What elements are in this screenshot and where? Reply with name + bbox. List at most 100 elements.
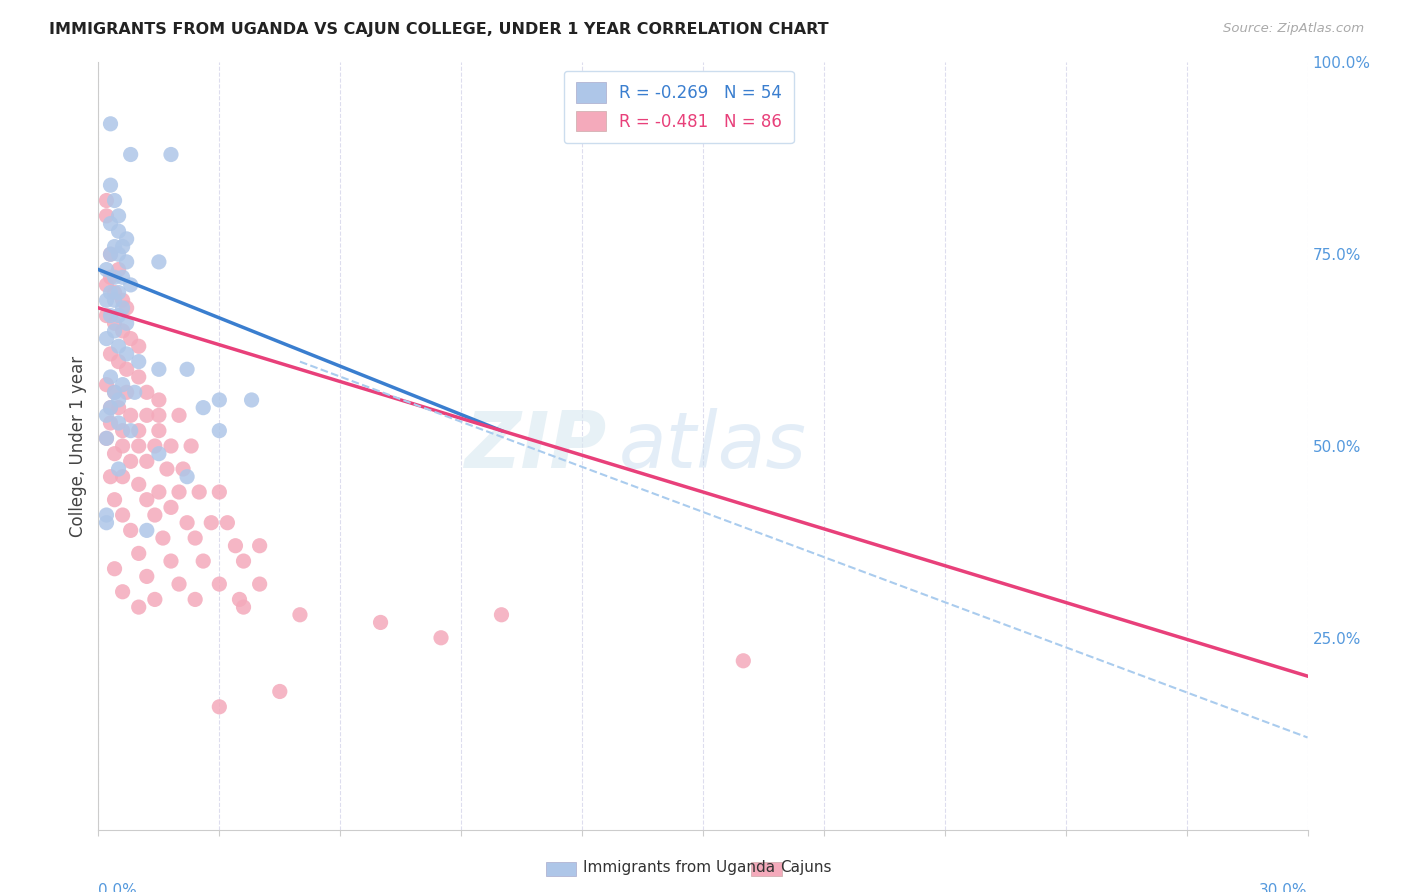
Point [100, 469, 122, 483]
Point [107, 285, 129, 300]
Point [111, 324, 134, 338]
Point [193, 554, 215, 568]
Point [96, 293, 118, 308]
Point [156, 462, 179, 476]
Point [430, 631, 453, 645]
Text: IMMIGRANTS FROM UGANDA VS CAJUN COLLEGE, UNDER 1 YEAR CORRELATION CHART: IMMIGRANTS FROM UGANDA VS CAJUN COLLEGE,… [49, 22, 828, 37]
Point [111, 270, 134, 285]
Point [208, 424, 231, 438]
Text: Immigrants from Uganda: Immigrants from Uganda [583, 861, 776, 875]
Point [103, 385, 125, 400]
Text: 0.0%: 0.0% [98, 883, 138, 892]
Point [128, 339, 150, 353]
Point [249, 539, 271, 553]
Point [143, 592, 166, 607]
Point [148, 362, 170, 376]
Point [128, 354, 150, 368]
Point [96, 516, 118, 530]
Point [120, 332, 142, 346]
Point [96, 431, 118, 445]
Point [143, 439, 166, 453]
Point [103, 285, 125, 300]
Point [232, 600, 254, 615]
Point [107, 309, 129, 323]
Point [100, 178, 122, 193]
Point [135, 385, 157, 400]
Point [100, 247, 122, 261]
Point [111, 508, 134, 522]
Point [111, 239, 134, 253]
Point [232, 554, 254, 568]
Point [128, 600, 150, 615]
Point [176, 516, 198, 530]
Point [103, 316, 125, 330]
Point [135, 524, 157, 538]
Point [491, 607, 513, 622]
Point [120, 147, 142, 161]
Point [249, 577, 271, 591]
Point [96, 409, 118, 423]
Point [107, 416, 129, 430]
Point [120, 409, 142, 423]
Point [135, 492, 157, 507]
Point [180, 439, 202, 453]
Point [96, 431, 118, 445]
Point [115, 347, 138, 361]
Point [96, 377, 118, 392]
Point [176, 469, 198, 483]
Point [135, 454, 157, 468]
Point [103, 385, 125, 400]
Point [152, 531, 174, 545]
Point [96, 332, 118, 346]
Point [100, 309, 122, 323]
Point [107, 339, 129, 353]
Point [107, 262, 129, 277]
Point [107, 354, 129, 368]
Point [100, 401, 122, 415]
Point [115, 255, 138, 269]
Point [103, 239, 125, 253]
Text: 30.0%: 30.0% [1260, 883, 1308, 892]
Point [111, 424, 134, 438]
Point [120, 524, 142, 538]
Point [128, 477, 150, 491]
Text: atlas: atlas [619, 408, 806, 484]
Point [148, 255, 170, 269]
Point [160, 500, 183, 515]
Point [107, 401, 129, 415]
Point [100, 370, 122, 384]
Point [96, 277, 118, 292]
Point [120, 424, 142, 438]
Point [148, 392, 170, 407]
Point [96, 508, 118, 522]
Point [107, 247, 129, 261]
Point [269, 684, 291, 698]
Point [200, 516, 222, 530]
Point [208, 392, 231, 407]
Point [240, 392, 263, 407]
Point [184, 531, 207, 545]
Point [111, 439, 134, 453]
Point [176, 362, 198, 376]
Point [188, 485, 211, 500]
Point [128, 370, 150, 384]
Point [160, 439, 183, 453]
Point [111, 377, 134, 392]
Point [96, 194, 118, 208]
Point [160, 147, 183, 161]
Point [128, 439, 150, 453]
Point [128, 424, 150, 438]
Point [107, 462, 129, 476]
Text: ZIP: ZIP [464, 408, 606, 484]
Y-axis label: College, Under 1 year: College, Under 1 year [69, 355, 87, 537]
Point [228, 592, 250, 607]
Point [193, 401, 215, 415]
Point [208, 699, 231, 714]
Point [128, 546, 150, 560]
Point [100, 270, 122, 285]
Point [160, 554, 183, 568]
Point [115, 385, 138, 400]
Point [103, 324, 125, 338]
Point [224, 539, 246, 553]
Point [100, 217, 122, 231]
